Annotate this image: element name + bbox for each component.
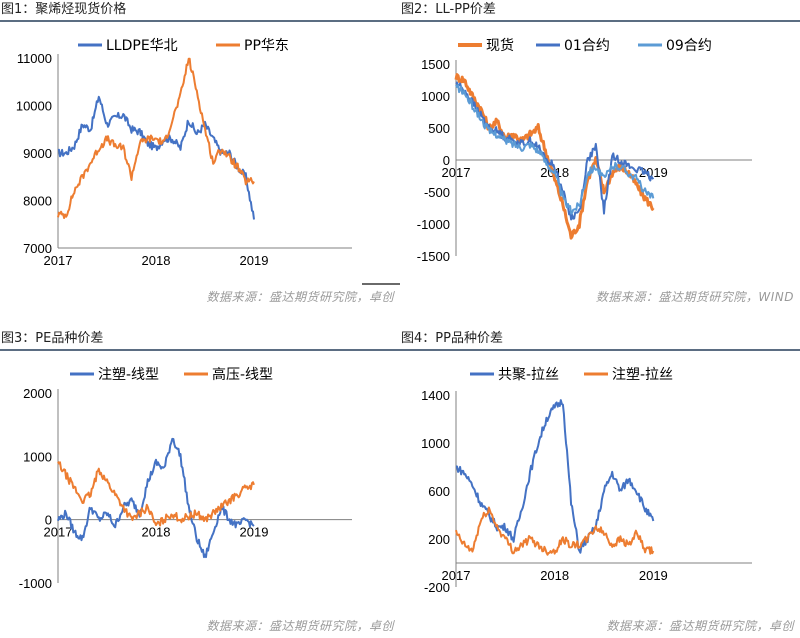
- series-line-2: [455, 506, 655, 556]
- series-line-2: [57, 461, 255, 527]
- legend-label: 现货: [486, 37, 514, 54]
- y-tick-label: 0: [443, 153, 450, 168]
- legend-label: 注塑-线型: [98, 367, 159, 383]
- panel-3: 图3：PE品种价差 -1000 0 1000 2000 2017 2018 2019 注塑-线…: [0, 329, 400, 638]
- panel-2: 图2：LL-PP价差 -1500 -1000 -500 0 500 1000 1500 201…: [400, 0, 800, 319]
- y-tick-label: 10000: [16, 99, 52, 114]
- y-tick-label: 600: [428, 484, 450, 499]
- y-tick-label: -1000: [417, 217, 450, 232]
- x-tick-label: 2017: [44, 525, 73, 540]
- series-line-1: [454, 73, 655, 240]
- x-tick-label: 2017: [442, 568, 471, 583]
- legend-label: 09合约: [666, 38, 712, 54]
- source-note: 数据来源：盛达期货研究院，卓创: [206, 619, 394, 633]
- y-tick-label: 8000: [23, 194, 52, 209]
- y-tick-label: 500: [428, 121, 450, 136]
- title-divider: [400, 349, 800, 351]
- x-tick-label: 2019: [240, 253, 269, 268]
- series-line-2: [57, 57, 255, 219]
- panel-title: 图2：LL-PP价差: [401, 2, 496, 17]
- panel-title: 图1：聚烯烃现货价格: [1, 2, 127, 17]
- legend-label: PP华东: [244, 38, 289, 54]
- panel-title: 图4：PP品种价差: [401, 331, 503, 346]
- x-tick-label: 2017: [442, 165, 471, 180]
- source-note: 数据来源：盛达期货研究院，WIND: [595, 290, 794, 304]
- series-line-3: [455, 84, 655, 215]
- x-tick-label: 2019: [639, 165, 668, 180]
- y-tick-label: 0: [45, 513, 52, 528]
- panel-title: 图3：PE品种价差: [1, 331, 104, 346]
- legend-label: 01合约: [564, 38, 610, 54]
- y-tick-label: 200: [428, 532, 450, 547]
- y-tick-label: 1000: [23, 449, 52, 464]
- y-tick-label: -500: [424, 185, 450, 200]
- x-tick-label: 2018: [142, 525, 171, 540]
- x-tick-label: 2018: [142, 253, 171, 268]
- y-tick-label: 7000: [23, 241, 52, 256]
- y-tick-label: -200: [424, 580, 450, 595]
- series-line-2: [455, 81, 655, 221]
- chart-pe-spread: -1000 0 1000 2000 2017 2018 2019 注塑-线型 高压-线型: [19, 366, 352, 591]
- chart-lldpe-pp-spot: 7000 8000 9000 10000 11000 2017 2018 2019 LLDPE华…: [16, 38, 352, 268]
- source-divider: [362, 283, 400, 285]
- series-line-1: [57, 95, 255, 220]
- y-tick-label: 1000: [421, 436, 450, 451]
- legend-label: 共聚-拉丝: [498, 367, 559, 383]
- y-tick-label: 2000: [23, 386, 52, 401]
- series-line-1: [455, 399, 655, 554]
- legend-label: 高压-线型: [212, 366, 273, 383]
- x-tick-label: 2017: [44, 253, 73, 268]
- y-tick-label: 1500: [421, 57, 450, 72]
- y-tick-label: 9000: [23, 146, 52, 161]
- y-tick-label: -1500: [417, 249, 450, 264]
- source-note: 数据来源：盛达期货研究院，卓创: [606, 619, 794, 633]
- legend-label: LLDPE华北: [106, 38, 178, 54]
- y-tick-label: 1000: [421, 89, 450, 104]
- source-note: 数据来源：盛达期货研究院，卓创: [206, 290, 394, 304]
- title-divider: [0, 349, 400, 351]
- title-divider: [0, 20, 400, 22]
- x-tick-label: 2018: [540, 568, 569, 583]
- y-tick-label: -1000: [19, 576, 52, 591]
- title-divider: [400, 20, 800, 22]
- panel-4: 图4：PP品种价差 -200 200 600 1000 1400 2017 2018 2019…: [400, 329, 800, 638]
- y-tick-label: 11000: [17, 51, 52, 66]
- y-tick-label: 1400: [421, 388, 450, 403]
- legend-label: 注塑-拉丝: [612, 367, 673, 383]
- chart-pp-spread: -200 200 600 1000 1400 2017 2018 2019 共聚-拉丝 注塑-拉丝: [421, 367, 752, 595]
- panel-1: 图1：聚烯烃现货价格 7000 8000 9000 10000 11000 2017 201…: [0, 0, 400, 319]
- x-tick-label: 2019: [240, 525, 269, 540]
- x-tick-label: 2019: [639, 568, 668, 583]
